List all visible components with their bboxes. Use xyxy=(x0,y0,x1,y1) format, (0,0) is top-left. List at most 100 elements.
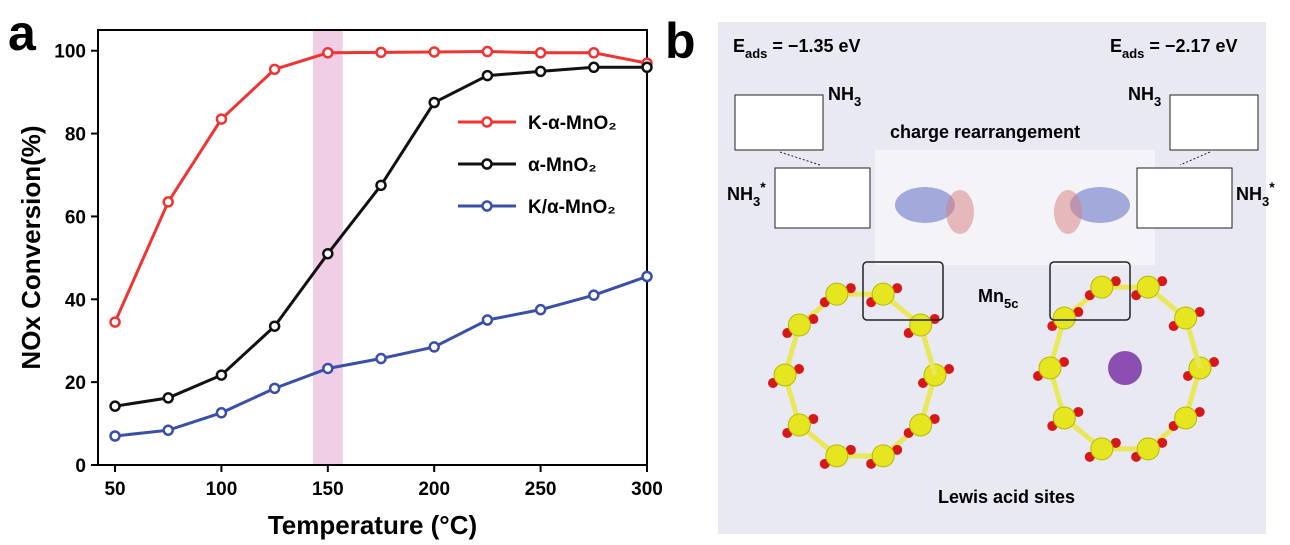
label-part: NH xyxy=(1236,184,1262,204)
manganese-atom xyxy=(1137,438,1159,460)
data-point xyxy=(111,432,120,441)
data-point xyxy=(323,364,332,373)
inset-box xyxy=(1170,95,1258,150)
label-part: NH xyxy=(727,184,753,204)
x-axis-label: Temperature (°C) xyxy=(268,510,477,540)
data-point xyxy=(164,426,173,435)
data-point xyxy=(111,402,120,411)
y-tick-label: 40 xyxy=(65,290,86,311)
data-point xyxy=(430,98,439,107)
manganese-atom xyxy=(1137,276,1159,298)
label-part: 5c xyxy=(1004,296,1018,311)
x-tick-label: 200 xyxy=(418,479,450,500)
data-point xyxy=(217,115,226,124)
manganese-atom xyxy=(1091,276,1113,298)
label-part: Mn xyxy=(978,286,1004,306)
y-tick-label: 100 xyxy=(54,42,86,63)
data-point xyxy=(536,48,545,57)
label-part: NH xyxy=(1128,84,1154,104)
label-part: 3 xyxy=(753,194,760,209)
x-tick-label: 100 xyxy=(206,479,238,500)
manganese-atom xyxy=(1175,407,1197,429)
data-point xyxy=(217,371,226,380)
data-point xyxy=(643,272,652,281)
manganese-atom xyxy=(1053,307,1075,329)
data-point xyxy=(483,316,492,325)
data-point xyxy=(483,71,492,80)
inset-box xyxy=(735,95,823,150)
highlight-band xyxy=(313,30,343,465)
legend-marker xyxy=(483,160,492,169)
data-point xyxy=(323,48,332,57)
charge-lobe xyxy=(895,187,955,223)
data-point xyxy=(377,181,386,190)
panel-label: b xyxy=(665,13,696,69)
manganese-atom xyxy=(1175,307,1197,329)
manganese-atom xyxy=(910,314,932,336)
data-point xyxy=(270,322,279,331)
data-point xyxy=(270,384,279,393)
data-point xyxy=(217,408,226,417)
y-tick-label: 60 xyxy=(65,207,86,228)
x-tick-label: 150 xyxy=(312,479,344,500)
manganese-atom xyxy=(1091,438,1113,460)
label-part: = −2.17 eV xyxy=(1144,36,1237,56)
label-part: * xyxy=(760,179,766,195)
legend-label: K-α-MnO₂ xyxy=(528,113,617,134)
charge-lobe xyxy=(1054,190,1082,234)
data-point xyxy=(430,47,439,56)
data-point xyxy=(377,354,386,363)
legend-marker xyxy=(483,118,492,127)
label-part: 3 xyxy=(854,94,861,109)
annotation: Lewis acid sites xyxy=(938,487,1075,507)
panel-label: a xyxy=(8,5,37,61)
legend-marker xyxy=(483,202,492,211)
x-tick-label: 300 xyxy=(631,479,663,500)
data-point xyxy=(643,63,652,72)
label-part: ads xyxy=(1122,46,1144,61)
y-tick-label: 0 xyxy=(75,456,86,477)
manganese-atom xyxy=(1039,357,1061,379)
legend-label: α-MnO₂ xyxy=(528,155,597,176)
charge-lobe xyxy=(946,190,974,234)
manganese-atom xyxy=(774,364,796,386)
label-part: 3 xyxy=(1262,194,1269,209)
annotation: charge rearrangement xyxy=(890,122,1080,142)
label-part: 3 xyxy=(1154,94,1161,109)
manganese-atom xyxy=(872,445,894,467)
manganese-atom xyxy=(910,414,932,436)
label-part: = −1.35 eV xyxy=(767,36,860,56)
data-point xyxy=(377,48,386,57)
x-tick-label: 50 xyxy=(104,479,125,500)
panel-b: b Eads = −1.35 eV Eads = −2.17 eV NH3 NH… xyxy=(665,13,1275,534)
data-point xyxy=(323,249,332,258)
label-part: E xyxy=(1110,36,1122,56)
y-tick-label: 20 xyxy=(65,373,86,394)
label-part: ads xyxy=(745,46,767,61)
y-axis-label: NOx Conversion(%) xyxy=(16,125,46,369)
plot-frame xyxy=(98,30,647,465)
data-point xyxy=(483,47,492,56)
label-part: NH xyxy=(828,84,854,104)
label-part: * xyxy=(1269,179,1275,195)
x-tick-label: 250 xyxy=(525,479,557,500)
data-point xyxy=(164,197,173,206)
legend-label: K/α-MnO₂ xyxy=(528,197,616,218)
data-point xyxy=(270,65,279,74)
data-point xyxy=(430,342,439,351)
inset-box xyxy=(775,168,870,228)
data-point xyxy=(589,63,598,72)
manganese-atom xyxy=(788,414,810,436)
data-point xyxy=(164,393,173,402)
potassium-atom xyxy=(1108,351,1142,385)
data-point xyxy=(589,291,598,300)
manganese-atom xyxy=(788,314,810,336)
data-point xyxy=(589,48,598,57)
manganese-atom xyxy=(826,445,848,467)
data-point xyxy=(536,67,545,76)
inset-box xyxy=(1137,168,1232,228)
manganese-atom xyxy=(872,283,894,305)
data-point xyxy=(111,318,120,327)
label-part: E xyxy=(733,36,745,56)
